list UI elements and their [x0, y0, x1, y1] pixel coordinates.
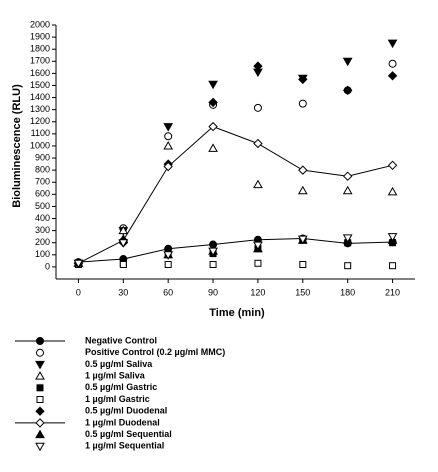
legend-label: 0.5 µg/ml Saliva	[85, 359, 153, 369]
x-tick-label: 0	[76, 287, 81, 297]
marker	[208, 143, 218, 152]
marker	[297, 185, 308, 195]
x-tick-label: 210	[385, 287, 400, 297]
legend-label: Negative Control	[85, 335, 157, 345]
legend-label: 1 µg/ml Duodenal	[85, 417, 160, 427]
x-tick-label: 60	[163, 287, 173, 297]
y-tick-label: 1400	[30, 92, 50, 102]
x-tick-label: 180	[340, 287, 355, 297]
legend-label: Positive Control (0.2 µg/ml MMC)	[85, 347, 225, 357]
marker	[253, 103, 262, 112]
y-tick-label: 1300	[30, 104, 50, 114]
legend-marker	[36, 337, 44, 345]
y-tick-label: 1200	[30, 116, 50, 126]
marker	[208, 80, 218, 90]
marker	[389, 262, 397, 270]
x-tick-label: 120	[250, 287, 265, 297]
marker	[164, 260, 172, 268]
y-tick-label: 900	[35, 152, 50, 162]
marker	[342, 234, 353, 243]
legend-marker	[35, 442, 45, 452]
marker	[253, 61, 263, 71]
y-tick-label: 2000	[30, 19, 50, 29]
y-tick-label: 600	[35, 189, 50, 199]
x-tick-label: 90	[208, 287, 218, 297]
marker	[388, 59, 397, 68]
marker	[118, 225, 129, 235]
y-tick-label: 700	[35, 177, 50, 187]
marker	[298, 74, 308, 85]
y-tick-label: 1800	[30, 44, 50, 54]
marker	[298, 99, 307, 108]
marker	[73, 259, 84, 269]
y-tick-label: 1900	[30, 31, 50, 41]
series-line	[78, 126, 393, 264]
legend-marker	[35, 360, 45, 370]
legend-label: 0.5 µg/ml Gastric	[85, 382, 157, 392]
x-tick-label: 150	[295, 287, 310, 297]
marker	[342, 171, 353, 181]
legend-marker	[35, 418, 45, 428]
marker	[253, 179, 263, 189]
legend-marker	[36, 348, 44, 357]
legend-marker	[36, 384, 44, 392]
y-tick-label: 1600	[30, 68, 50, 78]
y-axis-label: Bioluminescence (RLU)	[11, 84, 23, 208]
y-tick-label: 400	[35, 213, 50, 223]
marker	[209, 260, 217, 268]
marker	[387, 186, 398, 196]
marker	[387, 233, 398, 242]
legend-marker	[35, 406, 45, 416]
marker	[299, 260, 307, 268]
marker	[118, 239, 129, 248]
marker	[298, 165, 308, 175]
marker	[342, 85, 353, 96]
series-line	[78, 237, 393, 263]
y-tick-label: 300	[35, 225, 50, 235]
marker	[163, 123, 174, 132]
marker	[253, 138, 263, 149]
marker	[387, 160, 398, 171]
marker	[342, 57, 353, 67]
y-tick-label: 1500	[30, 80, 50, 90]
legend-label: 1 µg/ml Gastric	[85, 394, 150, 404]
y-tick-label: 1700	[30, 56, 50, 66]
marker	[253, 241, 263, 251]
x-tick-label: 30	[118, 287, 128, 297]
marker	[163, 161, 173, 172]
marker	[163, 251, 174, 260]
y-tick-label: 100	[35, 249, 50, 259]
y-tick-label: 800	[35, 165, 50, 175]
marker	[297, 235, 308, 245]
marker	[254, 259, 262, 267]
marker	[208, 247, 218, 257]
x-axis-label: Time (min)	[209, 307, 265, 319]
marker	[387, 71, 398, 81]
y-tick-label: 1000	[30, 140, 50, 150]
y-tick-label: 1100	[31, 128, 50, 138]
marker	[119, 260, 127, 268]
marker	[342, 185, 353, 195]
marker	[163, 140, 174, 150]
marker	[208, 121, 218, 132]
y-tick-label: 200	[35, 237, 50, 247]
legend-marker	[35, 371, 45, 380]
marker	[344, 262, 352, 270]
legend-label: 0.5 µg/ml Duodenal	[85, 406, 167, 416]
y-tick-label: 500	[35, 201, 50, 211]
legend-marker	[36, 396, 44, 403]
marker	[164, 132, 173, 141]
legend-label: 1 µg/ml Saliva	[85, 370, 146, 380]
legend-label: 1 µg/ml Sequential	[85, 441, 164, 451]
legend-marker	[35, 429, 45, 439]
y-tick-label: 0	[45, 261, 50, 271]
marker	[208, 97, 218, 108]
marker	[387, 39, 398, 49]
legend-label: 0.5 µg/ml Sequential	[85, 429, 172, 439]
